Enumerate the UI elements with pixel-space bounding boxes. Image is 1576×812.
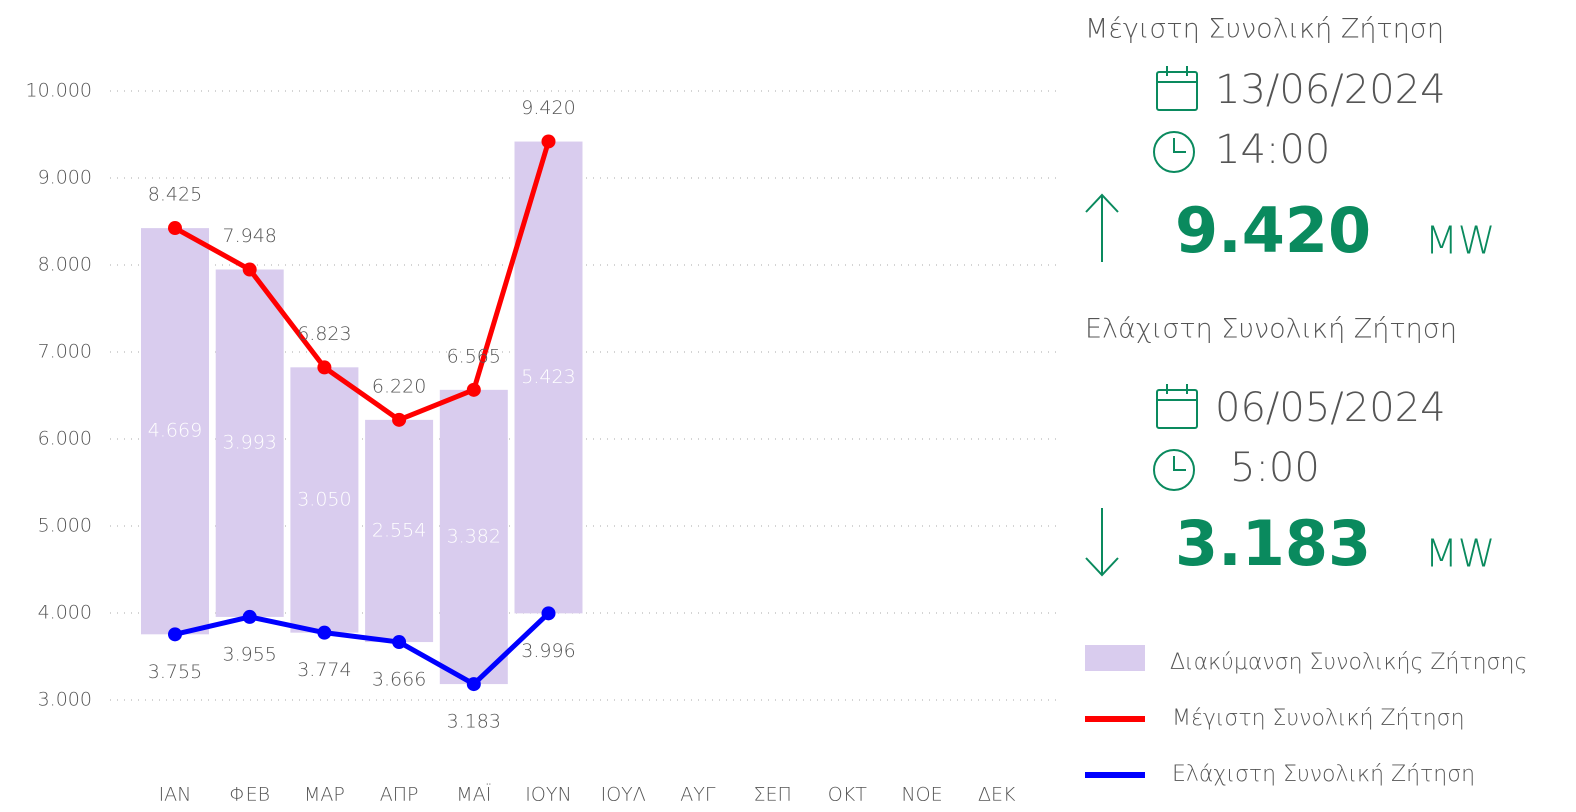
range-label: 5.423 — [521, 366, 575, 388]
range-label: 3.993 — [222, 432, 276, 454]
value-label: 3.666 — [372, 669, 426, 691]
value-label: 7.948 — [222, 225, 276, 247]
range-label: 4.669 — [148, 420, 202, 442]
point — [466, 677, 481, 692]
x-tick-label: ΜΑΪ — [456, 783, 491, 806]
down-arrow — [1085, 508, 1119, 577]
x-tick-label: ΙΑΝ — [159, 784, 192, 806]
date: 06/05/2024 — [1215, 385, 1446, 431]
value-label: 3.183 — [447, 711, 501, 733]
min-panel: Ελάχιστη Συνολική Ζήτηση 06/05/2024 5:00… — [1085, 314, 1495, 581]
point — [168, 221, 182, 236]
range-label: 3.050 — [297, 488, 351, 510]
y-tick-label: 9.000 — [38, 167, 92, 189]
x-tick-label: ΦΕΒ — [229, 784, 270, 806]
x-tick-label: ΔΕΚ — [978, 784, 1016, 806]
panel-title: Ελάχιστη Συνολική Ζήτηση — [1085, 314, 1457, 345]
legend-label: Ελάχιστη Συνολική Ζήτηση — [1172, 762, 1475, 787]
date: 13/06/2024 — [1215, 67, 1446, 113]
point — [541, 134, 556, 149]
point — [392, 635, 407, 650]
x-tick-label: ΟΚΤ — [828, 784, 867, 806]
x-tick-label: ΙΟΥΛ — [601, 784, 646, 806]
range-bar — [290, 367, 359, 633]
x-tick-label: ΝΟΕ — [901, 784, 942, 806]
unit: MW — [1425, 219, 1495, 263]
point — [541, 606, 556, 621]
value-label: 6.220 — [372, 375, 426, 397]
range-bar — [215, 269, 284, 617]
legend-label: Διακύμανση Συνολικής Ζήτησης — [1170, 650, 1527, 675]
y-tick-label: 10.000 — [26, 80, 92, 102]
x-tick-label: ΙΟΥΝ — [525, 784, 571, 806]
value-label: 6.565 — [447, 345, 501, 367]
value-label: 8.425 — [148, 184, 202, 206]
x-tick-label: ΑΥΓ — [680, 784, 716, 806]
line — [174, 611, 551, 687]
value-label: 3.755 — [148, 661, 202, 683]
calendar-icon — [1156, 66, 1198, 111]
legend-label: Μέγιστη Συνολική Ζήτηση — [1172, 706, 1465, 731]
range-bar — [141, 228, 209, 635]
min-value: 3.183 — [1175, 507, 1371, 580]
y-tick-label: 8.000 — [38, 254, 92, 276]
value-label: 9.420 — [521, 97, 575, 119]
clock-icon — [1153, 449, 1195, 491]
point — [317, 360, 332, 375]
calendar-icon — [1156, 384, 1198, 429]
value-label: 3.955 — [222, 643, 276, 665]
y-tick-label: 5.000 — [38, 515, 92, 537]
value-label: 3.774 — [297, 659, 351, 681]
time: 14:00 — [1215, 127, 1330, 173]
point — [392, 412, 407, 427]
point — [242, 609, 257, 624]
x-tick-label: ΣΕΠ — [753, 784, 791, 806]
clock-icon — [1153, 131, 1195, 173]
y-tick-label: 7.000 — [38, 341, 92, 363]
unit: MW — [1425, 532, 1495, 576]
range-bar — [365, 419, 434, 643]
max-value: 9.420 — [1175, 194, 1371, 267]
x-tick-label: ΜΑΡ — [304, 784, 345, 806]
max-panel: Μέγιστη Συνολική Ζήτηση 13/06/2024 14:00… — [1085, 14, 1495, 268]
value-label: 3.996 — [521, 640, 575, 662]
line — [173, 140, 551, 423]
range-label: 3.382 — [447, 525, 501, 547]
up-arrow — [1085, 193, 1119, 262]
range-label: 2.554 — [372, 519, 426, 541]
y-tick-label: 3.000 — [38, 689, 92, 711]
y-tick-label: 4.000 — [38, 602, 92, 624]
point — [466, 382, 481, 397]
point — [242, 262, 257, 277]
point — [168, 627, 182, 642]
range-bar — [439, 389, 508, 685]
panel-title: Μέγιστη Συνολική Ζήτηση — [1085, 14, 1444, 45]
x-tick-label: ΑΠΡ — [380, 784, 419, 806]
time: 5:00 — [1230, 445, 1320, 491]
point — [317, 625, 332, 640]
value-label: 6.823 — [297, 323, 351, 345]
y-tick-label: 6.000 — [38, 428, 92, 450]
legend-swatch — [1085, 645, 1145, 671]
